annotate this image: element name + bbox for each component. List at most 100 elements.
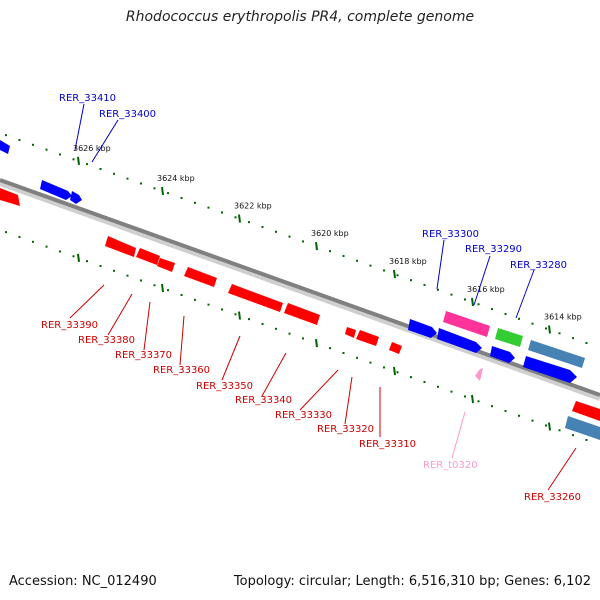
scale-dot — [288, 332, 291, 335]
gene-arrow-reverse[interactable] — [105, 236, 136, 257]
scale-dot — [464, 298, 466, 301]
gene-label[interactable]: RER_33280 — [510, 260, 567, 271]
genome-title: Rhodococcus erythropolis PR4, complete g… — [125, 9, 475, 25]
gene-arrow-forward[interactable] — [523, 356, 577, 383]
scale-dot — [396, 274, 399, 277]
gene-arrow-steelblue[interactable] — [565, 416, 600, 440]
scale-dot — [531, 322, 534, 325]
scale-dot — [491, 308, 493, 311]
scale-dot — [383, 366, 385, 369]
gene-label[interactable]: RER_33330 — [275, 410, 332, 421]
gene-arrow-reverse[interactable] — [356, 330, 379, 346]
leader-line — [179, 315, 185, 366]
scale-dot — [18, 235, 21, 238]
scale-dot — [585, 341, 588, 344]
gene-label[interactable]: RER_33260 — [524, 492, 581, 503]
gene-arrow-reverse[interactable] — [0, 188, 20, 206]
scale-dot — [153, 284, 156, 287]
scale-tick — [393, 269, 396, 279]
gene-arrow-reverse[interactable] — [345, 327, 356, 338]
scale-dot — [464, 395, 466, 398]
gene-arrow-reverse[interactable] — [136, 248, 160, 265]
gene-label[interactable]: RER_33290 — [465, 244, 522, 255]
scale-tick — [548, 422, 551, 431]
gene-label[interactable]: RER_33320 — [317, 424, 374, 435]
scale-tick-label: 3624 kbp — [157, 174, 195, 183]
scale-tick — [77, 156, 80, 166]
gene-arrow-steelblue[interactable] — [528, 340, 585, 368]
scale-dot — [221, 211, 223, 214]
gene-label[interactable]: RER_33300 — [422, 229, 479, 240]
gene-label[interactable]: RER_33360 — [153, 365, 210, 376]
scale-tick — [471, 394, 474, 404]
leader-line — [473, 255, 491, 306]
gene-label[interactable]: RER_33400 — [99, 109, 156, 120]
leader-line — [91, 119, 119, 163]
gene-label[interactable]: RER_t0320 — [423, 460, 478, 471]
gene-arrow-forward[interactable] — [408, 319, 437, 338]
gene-arrow-green[interactable] — [495, 328, 523, 347]
gene-label[interactable]: RER_33310 — [359, 439, 416, 450]
gene-label[interactable]: RER_33350 — [196, 381, 253, 392]
leader-line — [143, 301, 151, 351]
scale-dot — [32, 143, 34, 146]
gene-label[interactable]: RER_33340 — [235, 395, 292, 406]
scale-dot — [18, 138, 21, 141]
scale-dot — [126, 177, 129, 180]
forward-genes — [0, 140, 585, 383]
gene-arrow-pink[interactable] — [443, 311, 490, 337]
gene-arrow-forward[interactable] — [490, 346, 515, 363]
gene-arrow-forward[interactable] — [40, 180, 72, 200]
scale-dot — [234, 313, 237, 316]
scale-dot — [59, 153, 61, 156]
scale-dot — [275, 327, 277, 330]
scale-dot — [140, 182, 142, 185]
scale-dot — [396, 371, 399, 374]
scale-dot — [423, 283, 426, 286]
leader-line — [107, 293, 133, 336]
scale-dot — [32, 240, 34, 243]
upper-scale-track — [5, 134, 588, 344]
scale-dot — [585, 438, 588, 441]
gene-label[interactable]: RER_33410 — [59, 93, 116, 104]
gene-arrow-reverse[interactable] — [389, 342, 402, 354]
accession-text: Accession: NC_012490 — [9, 574, 157, 589]
scale-dot — [261, 322, 264, 325]
gene-arrow-reverse[interactable] — [284, 303, 320, 325]
gene-arrow-forward[interactable] — [70, 191, 82, 204]
scale-dot — [504, 409, 507, 412]
scale-dot — [491, 405, 493, 408]
scale-dot — [572, 434, 574, 437]
scale-dot — [99, 264, 102, 267]
gene-arrow-reverse[interactable] — [184, 267, 217, 287]
scale-dot — [113, 172, 115, 175]
scale-tick — [238, 311, 241, 320]
scale-dot — [302, 240, 304, 243]
gene-arrow-forward[interactable] — [437, 328, 482, 353]
leader-line — [74, 103, 85, 151]
gene-label[interactable]: RER_33380 — [78, 335, 135, 346]
scale-tick — [315, 339, 318, 348]
gene-arrow-reverse[interactable] — [572, 401, 600, 421]
trna-arrow[interactable] — [475, 368, 483, 381]
genome-backbone — [0, 178, 600, 397]
scale-dot — [342, 351, 345, 354]
label-leaders — [69, 103, 577, 491]
gene-arrow-reverse[interactable] — [228, 284, 283, 312]
scale-tick-label: 3622 kbp — [234, 202, 272, 211]
gene-label[interactable]: RER_33370 — [115, 350, 172, 361]
leader-line — [69, 284, 105, 319]
scale-tick-labels: 3626 kbp 3624 kbp 3622 kbp 3620 kbp 3618 kbp… — [73, 144, 582, 322]
scale-dot — [140, 279, 142, 282]
leader-line — [451, 411, 466, 459]
scale-dot — [59, 250, 61, 253]
scale-dot — [572, 337, 574, 340]
scale-dot — [248, 221, 250, 224]
scale-dot — [437, 288, 439, 291]
gene-label[interactable]: RER_33390 — [41, 320, 98, 331]
gene-arrow-forward[interactable] — [0, 140, 10, 154]
gene-arrow-reverse[interactable] — [157, 258, 175, 272]
scale-dot — [477, 400, 480, 403]
scale-dot — [45, 245, 48, 248]
scale-dot — [369, 264, 372, 267]
